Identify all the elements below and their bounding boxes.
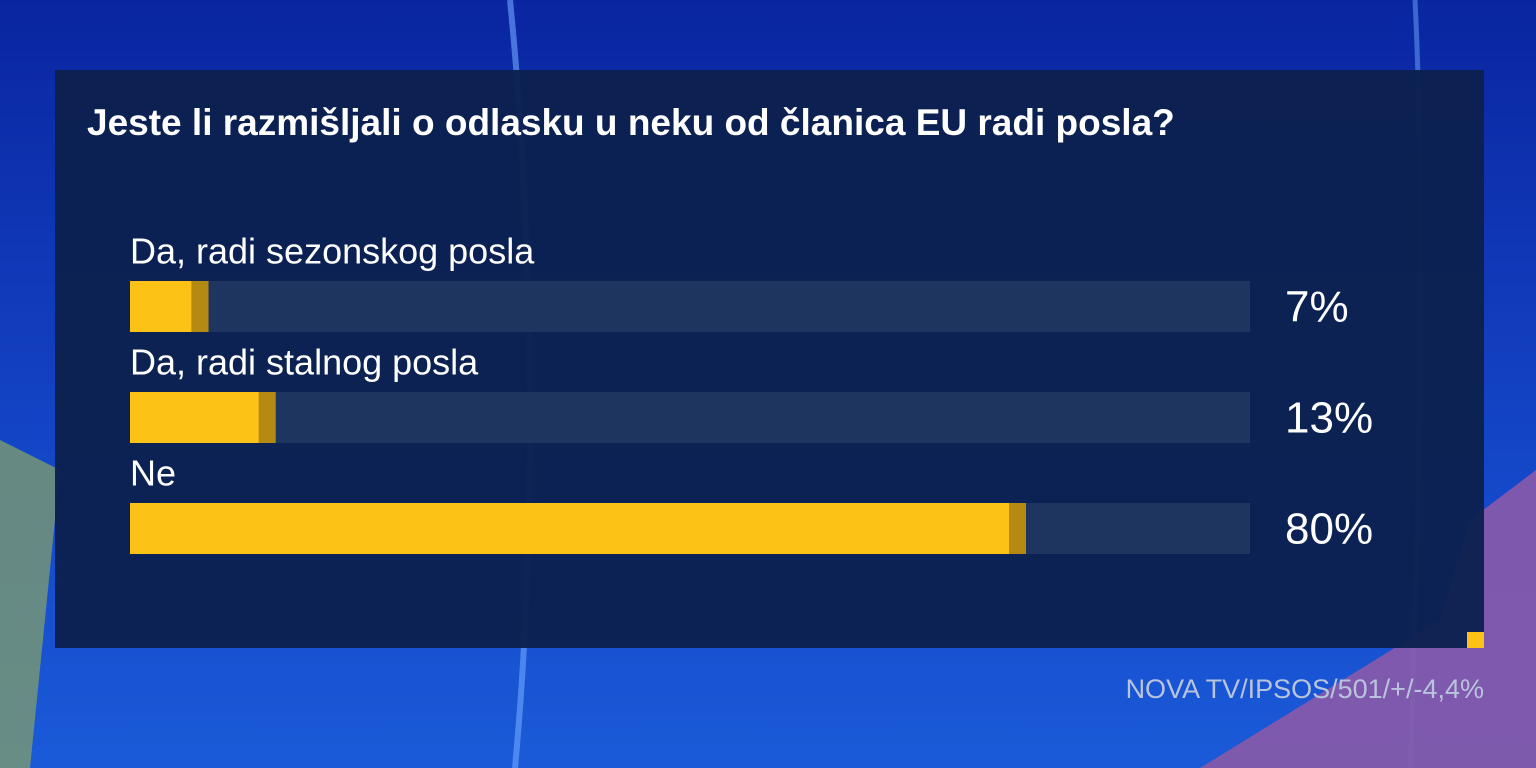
bar-track — [130, 392, 1250, 443]
value-label: 7% — [1285, 283, 1349, 332]
plot: Da, radi sezonskog posla 7% Da, radi staln… — [130, 231, 1373, 554]
category-label: Da, radi stalnog posla — [130, 342, 479, 383]
bar — [130, 392, 276, 443]
value-label: 13% — [1285, 394, 1373, 443]
category-label: Ne — [130, 453, 176, 494]
source: NOVA TV/IPSOS/501/+/-4,4% — [1126, 674, 1484, 704]
chart-title: Jeste li razmišljali o odlasku u neku od… — [87, 102, 1175, 143]
bar-end — [191, 281, 209, 332]
bar — [130, 503, 1026, 554]
bar-end — [258, 392, 276, 443]
corner-accent — [1467, 632, 1484, 648]
decor-shape — [1200, 470, 1536, 768]
bar-end — [1009, 503, 1026, 554]
bar-track — [130, 281, 1250, 332]
category-label: Da, radi sezonskog posla — [130, 231, 535, 272]
decor-shape — [0, 440, 60, 768]
value-label: 80% — [1285, 505, 1373, 554]
